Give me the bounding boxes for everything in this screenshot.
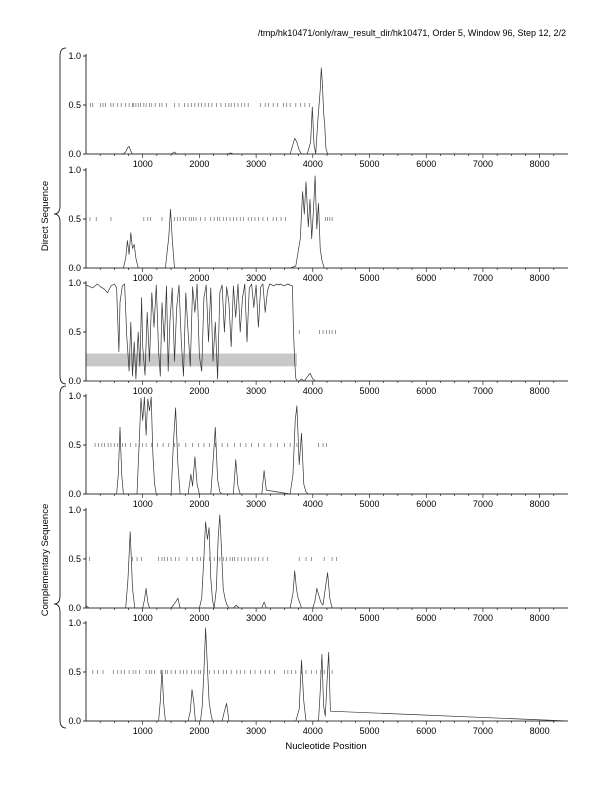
y-tick-label: 0.0 [68,149,81,159]
x-tick-label: 6000 [416,499,436,509]
y-tick-label: 0.5 [68,327,81,337]
x-tick-label: 1000 [133,386,153,396]
x-tick-label: 1000 [133,613,153,623]
complementary-group-brace [53,385,67,729]
x-tick-label: 4000 [303,499,323,509]
y-tick-label: 0.0 [68,716,81,726]
x-tick-label: 3000 [246,159,266,169]
panels: 0.0 0.5 1.0 1000 2000 3000 4000 5000 6000 7000 800… [68,51,569,736]
x-tick-label: 7000 [473,159,493,169]
x-tick-label: 3000 [246,273,266,283]
x-tick-label: 2000 [189,159,209,169]
x-tick-label: 3000 [246,726,266,736]
panel-6: 0.0 0.5 1.0 1000 2000 3000 4000 5000 6000 7000 800… [68,618,569,736]
x-tick-label: 7000 [473,613,493,623]
y-tick-label: 0.5 [68,440,81,450]
highlight-band [86,353,297,367]
series-line [85,283,568,382]
y-tick-label: 0.0 [68,376,81,386]
x-tick-label: 6000 [416,613,436,623]
x-tick-label: 7000 [473,386,493,396]
x-tick-label: 1000 [133,499,153,509]
series-line [85,514,568,609]
y-tick-label: 1.0 [68,278,81,288]
y-tick-label: 1.0 [68,391,81,401]
y-tick-label: 1.0 [68,165,81,175]
x-tick-label: 8000 [530,273,550,283]
x-tick-label: 8000 [530,499,550,509]
x-axis-title: Nucleotide Position [285,741,366,752]
x-tick-label: 1000 [133,726,153,736]
x-tick-label: 6000 [416,726,436,736]
x-tick-label: 7000 [473,726,493,736]
x-tick-label: 2000 [189,613,209,623]
series-line [86,627,569,722]
x-tick-label: 8000 [530,159,550,169]
x-tick-label: 6000 [416,386,436,396]
panel-5: 0.0 0.5 1.0 1000 2000 3000 4000 5000 6000 7000 800… [68,505,568,623]
x-tick-label: 3000 [246,386,266,396]
x-tick-label: 2000 [189,386,209,396]
y-tick-label: 0.5 [68,100,81,110]
x-tick-label: 5000 [360,613,380,623]
y-tick-label: 0.5 [68,554,81,564]
y-tick-label: 0.5 [68,214,81,224]
x-tick-label: 5000 [360,726,380,736]
x-tick-label: 4000 [303,613,323,623]
series-line [86,396,568,495]
x-tick-label: 5000 [360,499,380,509]
x-tick-label: 1000 [133,273,153,283]
x-tick-label: 5000 [360,386,380,396]
x-tick-label: 4000 [303,386,323,396]
x-tick-label: 5000 [360,159,380,169]
x-tick-label: 2000 [189,273,209,283]
x-tick-label: 4000 [303,273,323,283]
x-tick-label: 6000 [416,159,436,169]
x-tick-label: 8000 [530,613,550,623]
panel-1: 0.0 0.5 1.0 1000 2000 3000 4000 5000 6000 7000 800… [68,51,568,169]
x-tick-label: 5000 [360,273,380,283]
series-line [86,67,568,155]
x-tick-label: 8000 [530,386,550,396]
y-tick-label: 0.0 [68,263,81,273]
series-line [86,175,568,269]
x-tick-label: 6000 [416,273,436,283]
direct-group-label: Direct Sequence [40,181,51,251]
y-tick-label: 0.5 [68,667,81,677]
panel-2: 0.0 0.5 1.0 1000 2000 3000 4000 5000 6000 7000 800… [68,165,568,283]
y-tick-label: 1.0 [68,51,81,61]
x-tick-label: 7000 [473,273,493,283]
panel-3: 0.0 0.5 1.0 1000 2000 3000 4000 5000 6000 7000 800… [68,278,568,396]
x-tick-label: 7000 [473,499,493,509]
y-tick-label: 1.0 [68,618,81,628]
y-tick-label: 1.0 [68,505,81,515]
x-tick-label: 2000 [189,726,209,736]
x-tick-label: 1000 [133,159,153,169]
direct-group-brace [53,47,67,385]
y-tick-label: 0.0 [68,489,81,499]
x-tick-label: 4000 [303,159,323,169]
complementary-group-label: Complementary Sequence [40,504,51,616]
x-tick-label: 3000 [246,499,266,509]
x-tick-label: 3000 [246,613,266,623]
x-tick-label: 2000 [189,499,209,509]
x-tick-label: 4000 [303,726,323,736]
y-tick-label: 0.0 [68,603,81,613]
x-tick-label: 8000 [530,726,550,736]
panel-4: 0.0 0.5 1.0 1000 2000 3000 4000 5000 6000 7000 800… [68,391,568,509]
figure-header: /tmp/hk10471/only/raw_result_dir/hk10471… [258,28,566,38]
